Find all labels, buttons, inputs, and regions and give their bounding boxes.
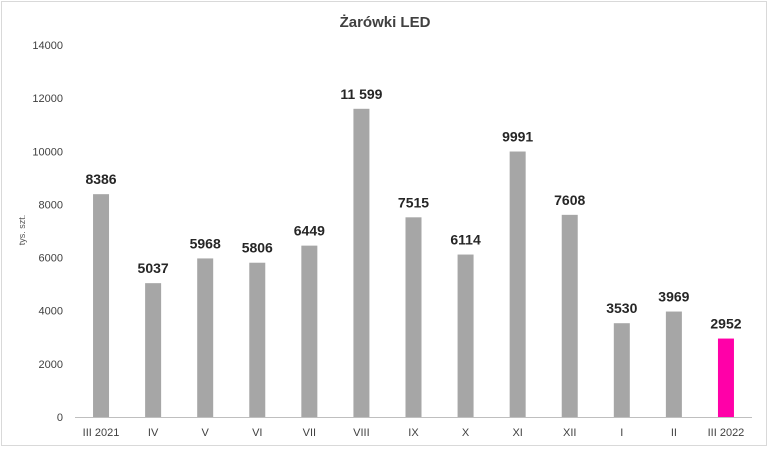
bar (301, 245, 318, 417)
x-tick-label: V (202, 427, 210, 439)
y-tick-label: 12000 (32, 93, 63, 105)
y-tick-label: 0 (57, 412, 63, 424)
x-tick-label: IV (148, 427, 159, 439)
data-label: 11 599 (340, 86, 382, 102)
bar (613, 323, 630, 417)
x-tick-label: XI (512, 427, 522, 439)
data-label: 7608 (554, 192, 585, 208)
chart-title: Żarówki LED (340, 14, 431, 31)
x-tick-label: VII (303, 427, 316, 439)
bars (93, 108, 734, 418)
x-axis-ticks: III 2021 IV V VI VII VIII IX X XI XII I II III 2022 (83, 427, 745, 439)
data-label: 3969 (658, 289, 689, 305)
data-labels: 8386 5037 5968 5806 6449 11 599 7515 6114 9991 76… (85, 86, 741, 332)
x-tick-label: III 2021 (83, 427, 120, 439)
bar (665, 311, 682, 417)
data-label: 2952 (710, 316, 741, 332)
bar (509, 151, 526, 418)
bar (93, 194, 110, 417)
y-axis-label: tys. szt. (17, 215, 27, 246)
data-label: 5037 (138, 260, 169, 276)
bar (717, 338, 734, 417)
data-label: 6114 (450, 232, 481, 248)
x-tick-label: IX (408, 427, 419, 439)
x-tick-label: III 2022 (708, 427, 745, 439)
data-label: 5806 (242, 240, 273, 256)
y-tick-label: 14000 (32, 40, 63, 52)
data-label: 5968 (190, 235, 221, 251)
x-tick-label: VIII (353, 427, 370, 439)
y-tick-label: 4000 (39, 306, 63, 318)
x-tick-label: VI (252, 427, 262, 439)
y-tick-label: 2000 (39, 359, 63, 371)
bar (405, 217, 422, 417)
bar (145, 283, 162, 417)
data-label: 6449 (294, 223, 325, 239)
x-tick-label: XII (563, 427, 576, 439)
x-tick-label: II (671, 427, 677, 439)
data-label: 8386 (85, 171, 116, 187)
data-label: 9991 (502, 129, 533, 145)
y-axis-ticks: 0 2000 4000 6000 8000 10000 12000 14000 (32, 40, 63, 424)
data-label: 7515 (398, 194, 429, 210)
x-tick-label: X (462, 427, 470, 439)
bar (457, 254, 474, 417)
x-tick-label: I (620, 427, 623, 439)
bar (197, 258, 214, 417)
y-tick-label: 8000 (39, 199, 63, 211)
data-label: 3530 (606, 300, 637, 316)
bar (353, 108, 370, 417)
bar (561, 214, 578, 417)
y-tick-label: 6000 (39, 253, 63, 265)
y-tick-label: 10000 (32, 146, 63, 158)
bar (249, 262, 266, 417)
